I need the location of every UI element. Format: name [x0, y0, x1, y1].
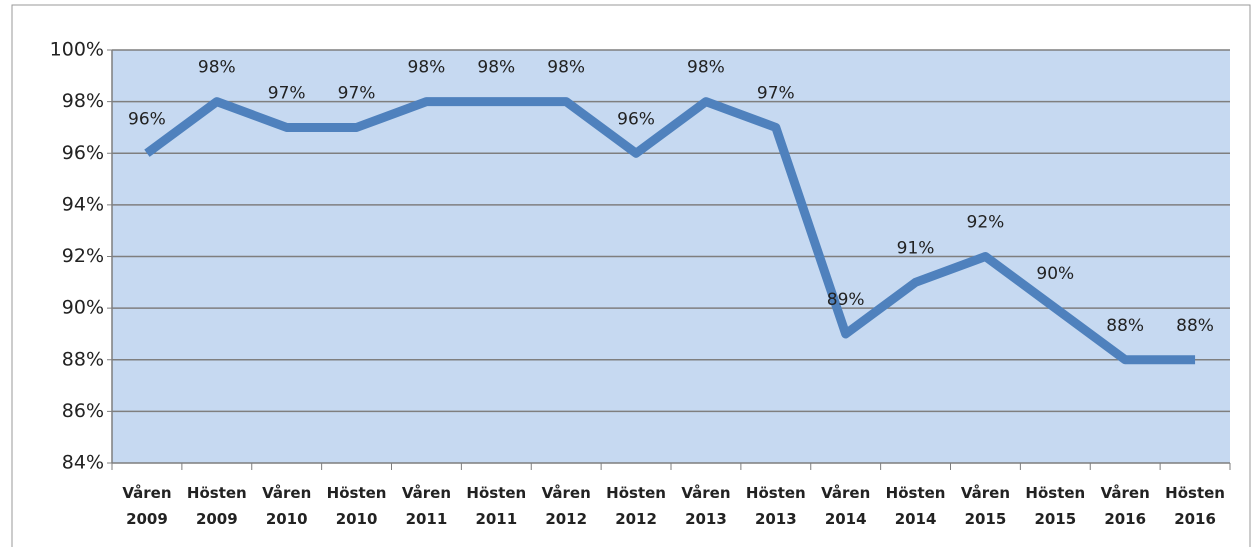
x-tick-label: Våren 2013	[681, 484, 731, 528]
x-tick-label: Våren 2011	[401, 484, 452, 528]
y-tick-label: 88%	[62, 348, 104, 370]
y-tick-label: 92%	[62, 245, 104, 267]
x-tick-label: Hösten 2012	[606, 484, 666, 528]
x-tick-label: Hösten 2016	[1165, 484, 1225, 528]
y-tick-label: 90%	[62, 297, 104, 319]
x-tick-label: Våren 2015	[960, 484, 1011, 528]
data-label: 98%	[198, 58, 236, 78]
data-label: 89%	[827, 290, 865, 310]
y-tick-label: 86%	[62, 400, 104, 422]
x-tick-label: Våren 2009	[122, 484, 172, 528]
data-label: 96%	[128, 109, 166, 129]
x-tick-label: Hösten 2015	[1025, 484, 1086, 528]
data-label: 88%	[1176, 316, 1214, 336]
y-tick-label: 96%	[62, 142, 104, 164]
x-tick-label: Hösten 2014	[885, 484, 946, 528]
data-label: 98%	[408, 58, 446, 78]
x-tick-label: Våren 2012	[541, 484, 591, 528]
x-tick-label: Hösten 2010	[326, 484, 387, 528]
data-label: 98%	[477, 58, 515, 78]
data-label: 97%	[338, 83, 376, 103]
y-tick-label: 94%	[62, 193, 104, 215]
y-tick-label: 84%	[62, 452, 104, 474]
data-label: 98%	[547, 58, 585, 78]
data-label: 97%	[268, 83, 306, 103]
x-tick-label: Våren 2016	[1100, 484, 1150, 528]
data-label: 98%	[687, 58, 725, 78]
data-label: 90%	[1036, 264, 1074, 284]
y-tick-label: 100%	[50, 39, 104, 61]
data-label: 91%	[897, 238, 935, 258]
x-tick-label: Våren 2010	[262, 484, 312, 528]
data-label: 92%	[967, 213, 1005, 233]
x-tick-label: Hösten 2009	[186, 484, 247, 528]
y-tick-label: 98%	[62, 90, 104, 112]
x-tick-label: Våren 2014	[821, 484, 871, 528]
x-tick-label: Hösten 2011	[466, 484, 527, 528]
data-label: 88%	[1106, 316, 1144, 336]
data-label: 97%	[757, 83, 795, 103]
x-tick-label: Hösten 2013	[745, 484, 806, 528]
data-label: 96%	[617, 109, 655, 129]
line	[144, 97, 1196, 365]
